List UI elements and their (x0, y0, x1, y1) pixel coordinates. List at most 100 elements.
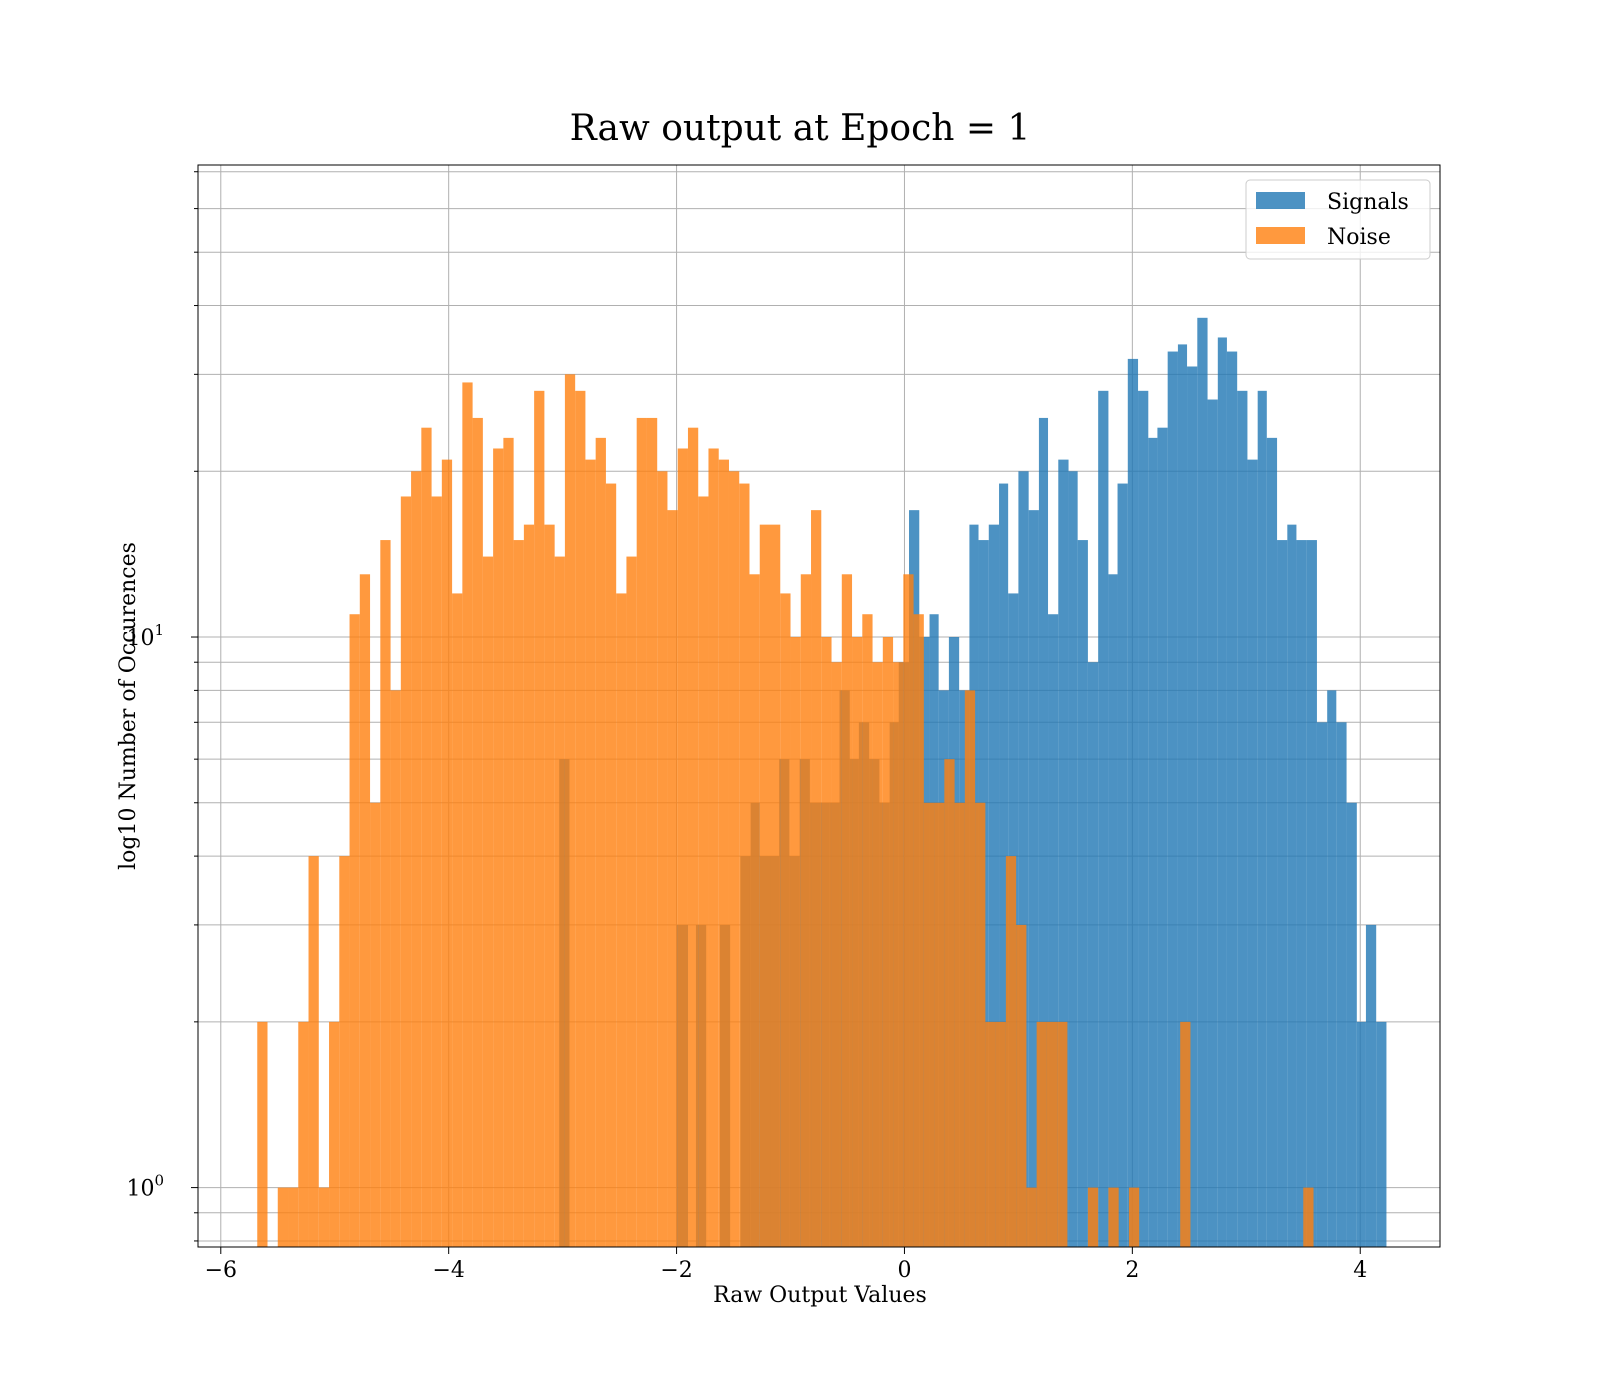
histogram-bar (964, 690, 976, 1247)
histogram-bar (944, 759, 955, 1247)
x-tick-label: −6 (205, 1258, 237, 1283)
histogram-bar (698, 496, 709, 1248)
histogram-bar (441, 459, 453, 1247)
histogram-bar (1087, 1187, 1099, 1247)
histogram-bar (1005, 856, 1017, 1247)
histogram-bar (1016, 924, 1027, 1247)
histogram-bar (893, 662, 904, 1247)
histogram-bar (616, 593, 627, 1247)
histogram-bar (728, 471, 740, 1247)
histogram-bar (1128, 1187, 1140, 1247)
histogram-bar (790, 637, 801, 1247)
series-noise (257, 374, 1314, 1248)
histogram-bar (554, 556, 565, 1247)
histogram-bar (1217, 337, 1227, 1247)
histogram-bar (575, 390, 586, 1247)
x-axis-label: Raw Output Values (713, 1283, 927, 1308)
histogram-bar (1306, 540, 1317, 1247)
histogram-bar (988, 524, 1000, 1247)
histogram-bar (564, 374, 576, 1247)
histogram-bar (349, 614, 360, 1247)
histogram-bar (759, 524, 771, 1247)
histogram-bar (298, 1021, 309, 1247)
histogram-bar (1087, 662, 1099, 1247)
histogram-bar (318, 1187, 330, 1247)
histogram-bar (1287, 524, 1297, 1247)
histogram-bar (1068, 471, 1078, 1247)
histogram-bar (1108, 574, 1118, 1247)
histogram-bar (1356, 1021, 1366, 1247)
histogram-bar (421, 427, 432, 1248)
histogram-bar (770, 524, 781, 1247)
histogram-bar (811, 510, 822, 1248)
histogram-bar (1237, 390, 1248, 1247)
histogram-bar (872, 662, 883, 1247)
y-axis-label: log10 Number of Occurences (116, 542, 141, 870)
histogram-bar (626, 556, 637, 1247)
histogram-bar (882, 637, 894, 1247)
histogram-bar (1376, 1021, 1387, 1247)
histogram-bar (1127, 358, 1139, 1247)
histogram-bar (1036, 1021, 1047, 1247)
legend-swatch-signals (1256, 192, 1305, 209)
histogram-bar (1207, 399, 1218, 1247)
histogram-bar (831, 662, 842, 1247)
histogram-bar (1197, 317, 1208, 1248)
histogram-bar (380, 540, 391, 1247)
histogram-bar (708, 448, 719, 1247)
histogram-bar (472, 417, 483, 1247)
y-tick-exponent: 1 (154, 621, 164, 639)
histogram-bar (462, 382, 473, 1248)
histogram-bar (841, 574, 853, 1247)
histogram-bar (1316, 722, 1328, 1247)
histogram-bar (780, 593, 791, 1247)
histogram-bar (677, 448, 688, 1247)
histogram-bar (1117, 483, 1128, 1248)
histogram-bar (411, 471, 422, 1247)
histogram-bar (1157, 427, 1168, 1248)
legend-swatch-noise (1256, 227, 1305, 244)
histogram-bar (308, 856, 319, 1247)
x-tick-label: −4 (432, 1258, 464, 1283)
histogram-bar (749, 574, 760, 1247)
histogram-bar (1098, 390, 1109, 1247)
histogram-bar (523, 524, 535, 1247)
histogram-bar (903, 574, 914, 1247)
histogram-bar (339, 856, 350, 1247)
histogram-bar (1247, 459, 1258, 1247)
histogram-bar (390, 690, 401, 1247)
histogram-bar (995, 1021, 1006, 1247)
histogram-bar (595, 437, 606, 1247)
histogram-bar (534, 390, 545, 1247)
histogram-bar (1018, 471, 1029, 1247)
histogram-bar (852, 637, 863, 1247)
histogram-bar (1148, 437, 1158, 1247)
histogram-bar (1180, 1021, 1191, 1247)
histogram-bar (862, 614, 873, 1247)
x-tick-label: 0 (897, 1258, 911, 1283)
histogram-bar (923, 802, 935, 1247)
histogram-bar (482, 556, 494, 1247)
histogram-bar (636, 417, 647, 1247)
histogram-bar (1296, 540, 1307, 1247)
histogram-bar (329, 1021, 340, 1247)
histogram-bar (493, 448, 504, 1247)
histogram-bar (544, 524, 555, 1247)
histogram-bar (1028, 510, 1039, 1248)
histogram-bar (452, 593, 463, 1247)
histogram-bar (1327, 690, 1337, 1247)
histogram-bar (1058, 459, 1069, 1247)
histogram-bar (277, 1187, 289, 1247)
histogram-bar (605, 483, 617, 1248)
legend-label-signals: Signals (1327, 190, 1409, 215)
histogram-bar (513, 540, 524, 1247)
histogram-bar (1026, 1187, 1037, 1247)
y-tick-exponent: 0 (154, 1172, 164, 1190)
histogram-bar (1336, 722, 1347, 1247)
histogram-bars (257, 317, 1387, 1248)
histogram-bar (1108, 1187, 1119, 1247)
y-tick-label: 100 (126, 1172, 164, 1202)
histogram-bar (975, 802, 986, 1247)
plot-frame (197, 164, 1441, 1248)
histogram-bar (657, 471, 668, 1247)
